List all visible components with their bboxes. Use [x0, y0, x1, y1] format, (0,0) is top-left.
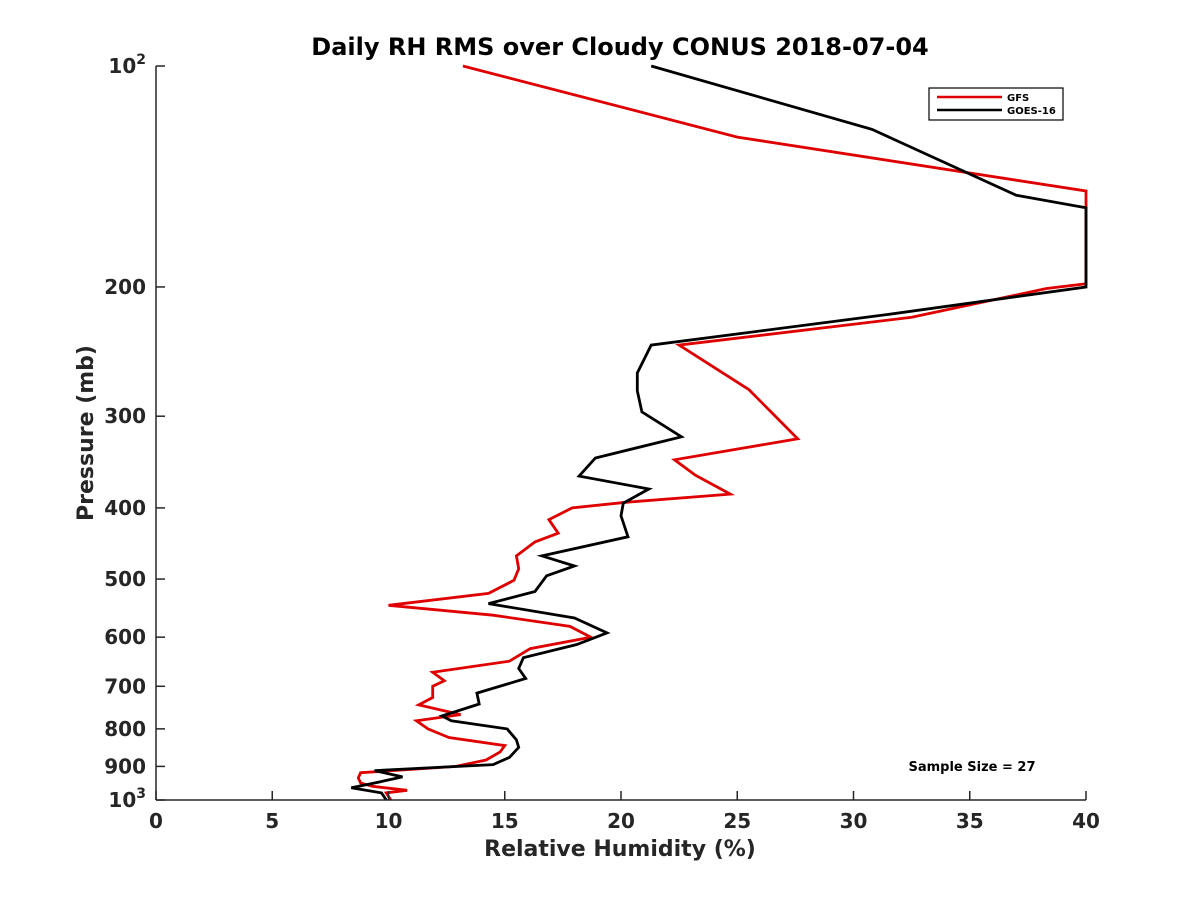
- y-tick-label: 200: [104, 275, 146, 299]
- y-tick-label: 103: [108, 786, 146, 812]
- y-tick-label: 500: [104, 567, 146, 591]
- x-tick-label: 0: [149, 809, 163, 833]
- x-tick-label: 40: [1072, 809, 1100, 833]
- y-tick-label: 300: [104, 404, 146, 428]
- x-tick-label: 5: [265, 809, 279, 833]
- legend-box: [928, 87, 1064, 121]
- legend-label-goes16: GOES-16: [1007, 106, 1056, 117]
- x-axis-title: Relative Humidity (%): [484, 837, 756, 862]
- y-tick-label: 900: [104, 754, 146, 778]
- legend: GFS GOES-16: [928, 87, 1064, 121]
- axes-layer: 0 5 10 15 20 25 30 35 40 102 200 300 400 500 600 700 800…: [104, 52, 1100, 833]
- legend-label-gfs: GFS: [1007, 93, 1029, 104]
- series-layer: [351, 64, 1088, 801]
- y-tick-label: 400: [104, 496, 146, 520]
- series-line-goes16: [351, 64, 1088, 801]
- sample-size-annotation: Sample Size = 27: [908, 760, 1035, 775]
- y-tick-label: 600: [104, 625, 146, 649]
- x-tick-label: 20: [607, 809, 635, 833]
- x-tick-label: 10: [375, 809, 403, 833]
- y-tick-label: 800: [104, 717, 146, 741]
- series-line-gfs: [356, 64, 1088, 801]
- y-axis-title: Pressure (mb): [74, 345, 99, 521]
- x-tick-label: 30: [840, 809, 868, 833]
- x-tick-label: 25: [723, 809, 751, 833]
- x-tick-label: 15: [491, 809, 519, 833]
- y-tick-label: 102: [108, 52, 146, 78]
- x-tick-label: 35: [956, 809, 984, 833]
- y-tick-label: 700: [104, 674, 146, 698]
- chart-title: Daily RH RMS over Cloudy CONUS 2018-07-0…: [311, 33, 928, 61]
